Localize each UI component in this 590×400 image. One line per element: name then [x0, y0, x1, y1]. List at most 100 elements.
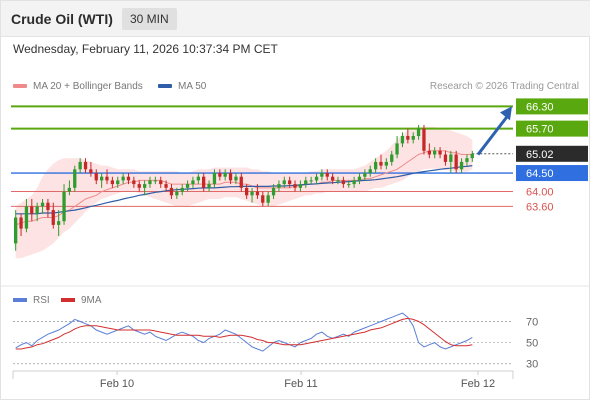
candle-body: [159, 180, 163, 185]
level-tag-text-65.70: 65.70: [526, 124, 554, 136]
candle-body: [185, 184, 190, 188]
level-tag-text-64.50: 64.50: [526, 168, 554, 180]
candle-body: [422, 128, 426, 151]
rsi-legend-label-9MA: 9MA: [81, 295, 102, 306]
candle-body: [250, 191, 254, 196]
rsi-series-RSI: [15, 312, 473, 352]
candle-body: [14, 217, 18, 244]
level-label-64.00: 64.00: [526, 187, 554, 199]
candle-body: [196, 176, 200, 181]
candle-body: [406, 136, 410, 140]
candle-body: [336, 180, 340, 182]
candle-body: [94, 173, 98, 181]
candle-body: [67, 187, 71, 192]
candle-body: [277, 184, 281, 188]
candle-body: [223, 173, 227, 177]
timestamp: Wednesday, February 11, 2026 10:37:34 PM…: [13, 42, 278, 56]
level-tag-65.02: [516, 145, 588, 162]
candle-body: [266, 195, 270, 203]
candle-body: [40, 202, 45, 207]
bollinger-band: [15, 126, 473, 259]
candle-body: [30, 206, 34, 214]
candle-body: [363, 173, 367, 177]
candle-body: [314, 176, 319, 181]
candle-body: [126, 176, 131, 181]
candle-body: [132, 180, 136, 185]
candle-body: [110, 180, 114, 185]
candle-body: [449, 154, 453, 162]
candle-body: [19, 217, 23, 229]
candle-body: [212, 173, 217, 185]
candle-body: [352, 180, 356, 185]
level-tag-64.50: [516, 165, 588, 182]
candle-body: [78, 161, 82, 170]
ma50-label: MA 50: [178, 81, 207, 92]
candle-body: [148, 180, 152, 185]
candle-body: [239, 176, 243, 188]
header-bar: Crude Oil (WTI) 30 MIN: [1, 1, 590, 37]
x-axis-label: Feb 11: [284, 378, 317, 390]
timeframe-badge[interactable]: 30 MIN: [122, 8, 177, 30]
candle-body: [218, 173, 222, 177]
candle-body: [164, 184, 168, 188]
candle-body: [35, 206, 39, 214]
candle-body: [255, 191, 260, 196]
candle-body: [320, 173, 324, 177]
candle-body: [57, 221, 61, 225]
target-arrow-head: [500, 106, 512, 121]
candle-body: [24, 206, 29, 229]
level-tag-text-66.30: 66.30: [526, 101, 554, 113]
ma20-line: [15, 150, 473, 226]
candle-body: [298, 184, 302, 188]
rsi-series-9MA: [15, 317, 473, 350]
candle-body: [261, 195, 265, 203]
candle-body: [325, 173, 329, 177]
rsi-legend-swatch-9MA: [61, 298, 75, 302]
candle-body: [100, 176, 104, 181]
candle-body: [121, 176, 125, 181]
ma20-swatch: [13, 84, 27, 89]
candle-body: [304, 180, 308, 185]
level-tag-66.30: [516, 98, 588, 115]
candle-body: [153, 180, 157, 182]
candle-body: [384, 161, 388, 166]
candle-body: [73, 169, 77, 188]
rsi-legend-label-RSI: RSI: [33, 295, 50, 306]
candle-body: [427, 150, 431, 155]
candle-body: [288, 180, 292, 185]
rsi-tick-50: 50: [526, 338, 538, 350]
candle-body: [228, 173, 233, 181]
ma20-label: MA 20 + Bollinger Bands: [33, 81, 143, 92]
candle-body: [282, 180, 286, 185]
level-label-63.60: 63.60: [526, 201, 554, 213]
candle-body: [411, 136, 415, 140]
candle-body: [83, 161, 88, 170]
candle-body: [191, 180, 195, 185]
candle-body: [202, 176, 206, 188]
copyright-text: Research © 2026 Trading Central: [429, 81, 579, 92]
ma50-line: [15, 165, 473, 215]
candle-body: [234, 176, 238, 181]
rsi-legend-swatch-RSI: [13, 298, 27, 302]
candle-body: [51, 210, 55, 225]
candle-body: [175, 191, 179, 196]
candle-body: [207, 184, 211, 188]
rsi-tick-70: 70: [526, 317, 538, 329]
target-arrow-shaft: [476, 114, 510, 156]
candle-body: [62, 191, 66, 222]
candle-body: [309, 180, 313, 182]
candle-body: [438, 150, 442, 155]
candle-body: [379, 161, 383, 166]
candle-body: [390, 154, 394, 162]
candle-body: [357, 176, 362, 181]
candle-body: [105, 176, 109, 181]
candle-body: [169, 187, 174, 196]
candle-body: [89, 169, 93, 173]
x-axis-label: Feb 10: [100, 378, 134, 390]
candle-body: [465, 158, 469, 162]
candle-body: [331, 176, 335, 181]
candle-body: [341, 180, 345, 185]
ma50-swatch: [158, 84, 172, 89]
